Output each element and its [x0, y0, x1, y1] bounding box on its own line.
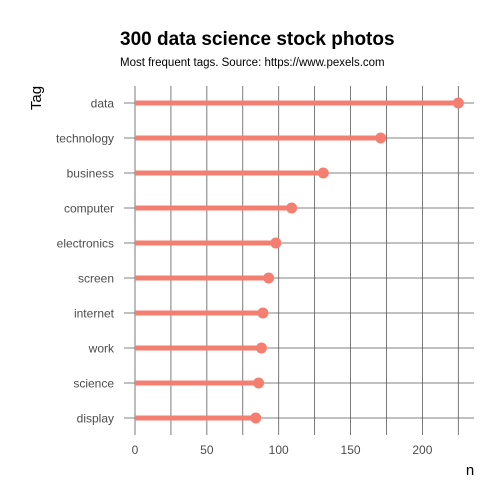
lollipop-point-science [253, 377, 265, 389]
y-tick-label: computer [64, 202, 114, 216]
y-axis-title: Tag [28, 86, 45, 110]
lollipop-point-work [255, 342, 267, 354]
lollipop-point-electronics [270, 237, 282, 249]
x-tick-label: 200 [412, 443, 432, 457]
y-tick-label: screen [78, 272, 114, 286]
y-tick-label: electronics [57, 237, 114, 251]
y-tick-label: data [91, 97, 115, 111]
lollipop-point-display [250, 412, 262, 424]
y-tick-label: display [77, 412, 114, 426]
x-tick-label: 150 [341, 443, 361, 457]
y-tick-labels: data technology business computer electronic… [56, 97, 115, 426]
x-axis-title: n [466, 462, 474, 479]
lollipop-points [250, 97, 464, 424]
x-tick-label: 50 [200, 443, 214, 457]
y-tick-label: technology [56, 132, 114, 146]
lollipop-point-technology [375, 132, 387, 144]
x-tick-label: 100 [269, 443, 289, 457]
chart-title: 300 data science stock photos [120, 29, 395, 50]
lollipop-point-computer [286, 202, 298, 214]
x-tick-labels: 0 50 100 150 200 [132, 443, 433, 457]
lollipop-point-business [317, 167, 329, 179]
chart-subtitle: Most frequent tags. Source: https://www.… [120, 57, 385, 69]
lollipop-point-screen [263, 272, 275, 284]
lollipop-stems [135, 100, 459, 421]
lollipop-point-internet [257, 307, 269, 319]
x-tick-label: 0 [132, 443, 139, 457]
y-tick-label: work [88, 342, 115, 356]
lollipop-point-data [452, 97, 464, 109]
y-tick-label: science [73, 377, 114, 391]
y-tick-label: internet [74, 307, 115, 321]
y-tick-label: business [67, 167, 114, 181]
